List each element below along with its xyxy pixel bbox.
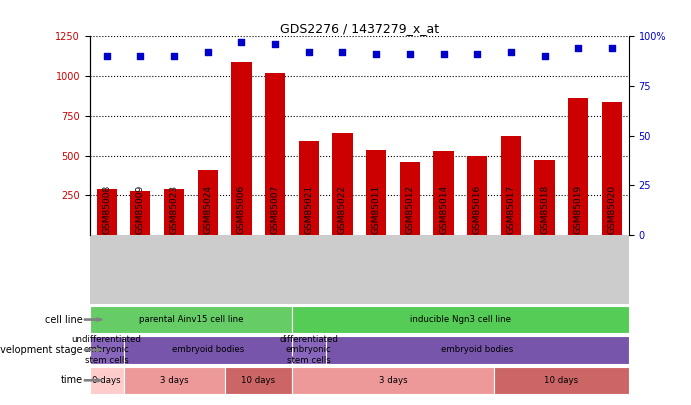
Point — [169, 53, 180, 60]
Bar — [97, 189, 117, 235]
Text: 0 days: 0 days — [93, 376, 121, 385]
Text: embryoid bodies: embryoid bodies — [171, 345, 244, 354]
Point — [135, 53, 146, 60]
Point — [337, 49, 348, 55]
Bar — [399, 162, 420, 235]
Bar — [433, 151, 453, 235]
Point — [539, 53, 550, 60]
Bar — [292, 336, 325, 364]
Point — [269, 41, 281, 48]
Point — [101, 53, 112, 60]
Bar — [292, 367, 494, 394]
Point — [236, 39, 247, 46]
Bar — [494, 367, 629, 394]
Bar — [164, 189, 184, 235]
Bar — [366, 150, 386, 235]
Text: parental Ainv15 cell line: parental Ainv15 cell line — [139, 315, 243, 324]
Text: 10 days: 10 days — [241, 376, 275, 385]
Point — [404, 51, 415, 58]
Title: GDS2276 / 1437279_x_at: GDS2276 / 1437279_x_at — [280, 22, 439, 35]
Bar — [332, 133, 352, 235]
Text: differentiated
embryonic
stem cells: differentiated embryonic stem cells — [279, 335, 338, 365]
Point — [303, 49, 314, 55]
Bar — [535, 160, 555, 235]
Point — [472, 51, 483, 58]
Bar — [130, 191, 151, 235]
Bar — [299, 141, 319, 235]
Bar — [265, 73, 285, 235]
Text: 3 days: 3 days — [160, 376, 189, 385]
Point — [505, 49, 516, 55]
Bar — [501, 136, 521, 235]
Text: cell line: cell line — [45, 315, 83, 324]
Bar — [231, 62, 252, 235]
Bar — [90, 367, 124, 394]
Text: 10 days: 10 days — [545, 376, 578, 385]
Point — [370, 51, 381, 58]
Bar — [90, 336, 124, 364]
Bar — [467, 156, 487, 235]
Point — [573, 45, 584, 51]
Bar — [124, 336, 292, 364]
Bar — [198, 170, 218, 235]
Point — [607, 45, 618, 51]
Point — [438, 51, 449, 58]
Text: embryoid bodies: embryoid bodies — [441, 345, 513, 354]
Text: development stage: development stage — [0, 345, 83, 355]
Bar — [225, 367, 292, 394]
Text: undifferentiated
embryonic
stem cells: undifferentiated embryonic stem cells — [72, 335, 142, 365]
Bar — [292, 306, 629, 333]
Text: inducible Ngn3 cell line: inducible Ngn3 cell line — [410, 315, 511, 324]
Bar — [325, 336, 629, 364]
Bar — [568, 98, 588, 235]
Text: time: time — [61, 375, 83, 385]
Bar — [90, 306, 292, 333]
Text: 3 days: 3 days — [379, 376, 407, 385]
Bar — [124, 367, 225, 394]
Point — [202, 49, 214, 55]
Bar — [602, 102, 622, 235]
